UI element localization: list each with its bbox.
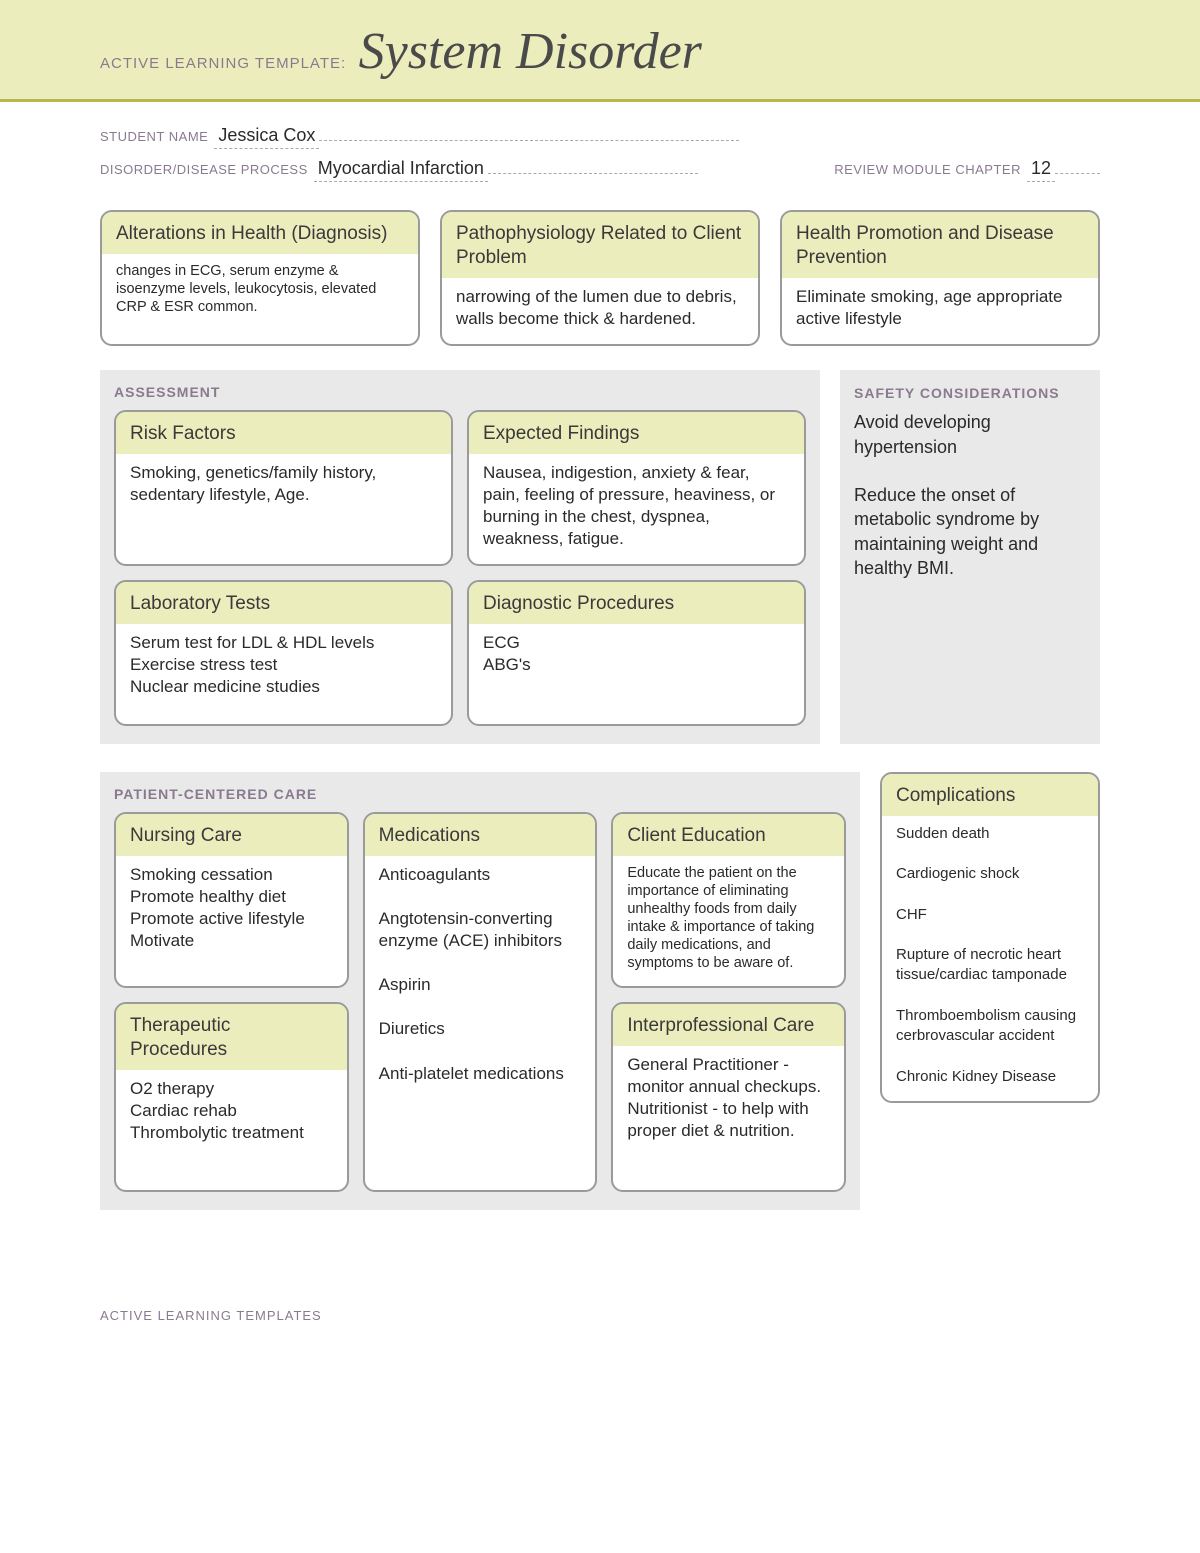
- alterations-body: changes in ECG, serum enzyme & isoenzyme…: [102, 254, 418, 330]
- content: STUDENT NAME Jessica Cox DISORDER/DISEAS…: [0, 102, 1200, 1278]
- diag-card: Diagnostic Procedures ECG ABG's: [467, 580, 806, 726]
- complications-wrap: Complications Sudden death Cardiogenic s…: [880, 772, 1100, 1238]
- client-ed-card: Client Education Educate the patient on …: [611, 812, 846, 989]
- complications-body: Sudden death Cardiogenic shock CHF Ruptu…: [882, 816, 1098, 1101]
- safety-body: Avoid developing hypertension Reduce the…: [854, 410, 1086, 580]
- expected-card: Expected Findings Nausea, indigestion, a…: [467, 410, 806, 566]
- student-name-label: STUDENT NAME: [100, 129, 208, 144]
- interprof-title: Interprofessional Care: [613, 1004, 844, 1046]
- risk-card: Risk Factors Smoking, genetics/family hi…: [114, 410, 453, 566]
- disorder-label: DISORDER/DISEASE PROCESS: [100, 162, 308, 177]
- assessment-label: ASSESSMENT: [114, 384, 806, 400]
- alterations-card: Alterations in Health (Diagnosis) change…: [100, 210, 420, 346]
- labs-title: Laboratory Tests: [116, 582, 451, 624]
- assessment-wrap: ASSESSMENT Risk Factors Smoking, genetic…: [100, 370, 1100, 772]
- patho-title: Pathophysiology Related to Client Proble…: [442, 212, 758, 278]
- expected-title: Expected Findings: [469, 412, 804, 454]
- complications-card: Complications Sudden death Cardiogenic s…: [880, 772, 1100, 1103]
- student-name-value: Jessica Cox: [214, 125, 319, 149]
- client-ed-body: Educate the patient on the importance of…: [613, 856, 844, 987]
- therapeutic-title: Therapeutic Procedures: [116, 1004, 347, 1070]
- therapeutic-body: O2 therapy Cardiac rehab Thrombolytic tr…: [116, 1070, 347, 1190]
- nursing-title: Nursing Care: [116, 814, 347, 856]
- pcc-wrap: PATIENT-CENTERED CARE Nursing Care Smoki…: [100, 772, 1100, 1238]
- banner: ACTIVE LEARNING TEMPLATE: System Disorde…: [0, 0, 1200, 102]
- labs-card: Laboratory Tests Serum test for LDL & HD…: [114, 580, 453, 726]
- safety-section: SAFETY CONSIDERATIONS Avoid developing h…: [840, 370, 1100, 744]
- page: ACTIVE LEARNING TEMPLATE: System Disorde…: [0, 0, 1200, 1363]
- interprof-card: Interprofessional Care General Practitio…: [611, 1002, 846, 1192]
- top-row: Alterations in Health (Diagnosis) change…: [100, 210, 1100, 346]
- therapeutic-card: Therapeutic Procedures O2 therapy Cardia…: [114, 1002, 349, 1192]
- risk-title: Risk Factors: [116, 412, 451, 454]
- nursing-body: Smoking cessation Promote healthy diet P…: [116, 856, 347, 966]
- pcc-label: PATIENT-CENTERED CARE: [114, 786, 846, 802]
- pcc-section: PATIENT-CENTERED CARE Nursing Care Smoki…: [100, 772, 860, 1210]
- meds-title: Medications: [365, 814, 596, 856]
- health-promo-body: Eliminate smoking, age appropriate activ…: [782, 278, 1098, 344]
- header-fields: STUDENT NAME Jessica Cox DISORDER/DISEAS…: [100, 122, 1100, 182]
- labs-body: Serum test for LDL & HDL levels Exercise…: [116, 624, 451, 724]
- meds-card: Medications Anticoagulants Angtotensin-c…: [363, 812, 598, 1192]
- patho-card: Pathophysiology Related to Client Proble…: [440, 210, 760, 346]
- interprof-body: General Practitioner - monitor annual ch…: [613, 1046, 844, 1156]
- chapter-value: 12: [1027, 158, 1055, 182]
- risk-body: Smoking, genetics/family history, sedent…: [116, 454, 451, 564]
- expected-body: Nausea, indigestion, anxiety & fear, pai…: [469, 454, 804, 564]
- disorder-value: Myocardial Infarction: [314, 158, 488, 182]
- blank-line: [319, 122, 739, 141]
- health-promo-title: Health Promotion and Disease Prevention: [782, 212, 1098, 278]
- diag-body: ECG ABG's: [469, 624, 804, 724]
- health-promo-card: Health Promotion and Disease Prevention …: [780, 210, 1100, 346]
- client-ed-title: Client Education: [613, 814, 844, 856]
- blank-line: [488, 155, 698, 174]
- safety-title: SAFETY CONSIDERATIONS: [854, 384, 1086, 402]
- nursing-card: Nursing Care Smoking cessation Promote h…: [114, 812, 349, 989]
- patho-body: narrowing of the lumen due to debris, wa…: [442, 278, 758, 344]
- meds-body: Anticoagulants Angtotensin-converting en…: [365, 856, 596, 1099]
- banner-title: System Disorder: [359, 23, 702, 80]
- diag-title: Diagnostic Procedures: [469, 582, 804, 624]
- blank-line: [1055, 155, 1100, 174]
- complications-title: Complications: [882, 774, 1098, 816]
- chapter-label: REVIEW MODULE CHAPTER: [834, 162, 1021, 177]
- footer: ACTIVE LEARNING TEMPLATES: [0, 1278, 1200, 1363]
- alterations-title: Alterations in Health (Diagnosis): [102, 212, 418, 254]
- banner-label: ACTIVE LEARNING TEMPLATE:: [100, 55, 346, 72]
- assessment-section: ASSESSMENT Risk Factors Smoking, genetic…: [100, 370, 820, 744]
